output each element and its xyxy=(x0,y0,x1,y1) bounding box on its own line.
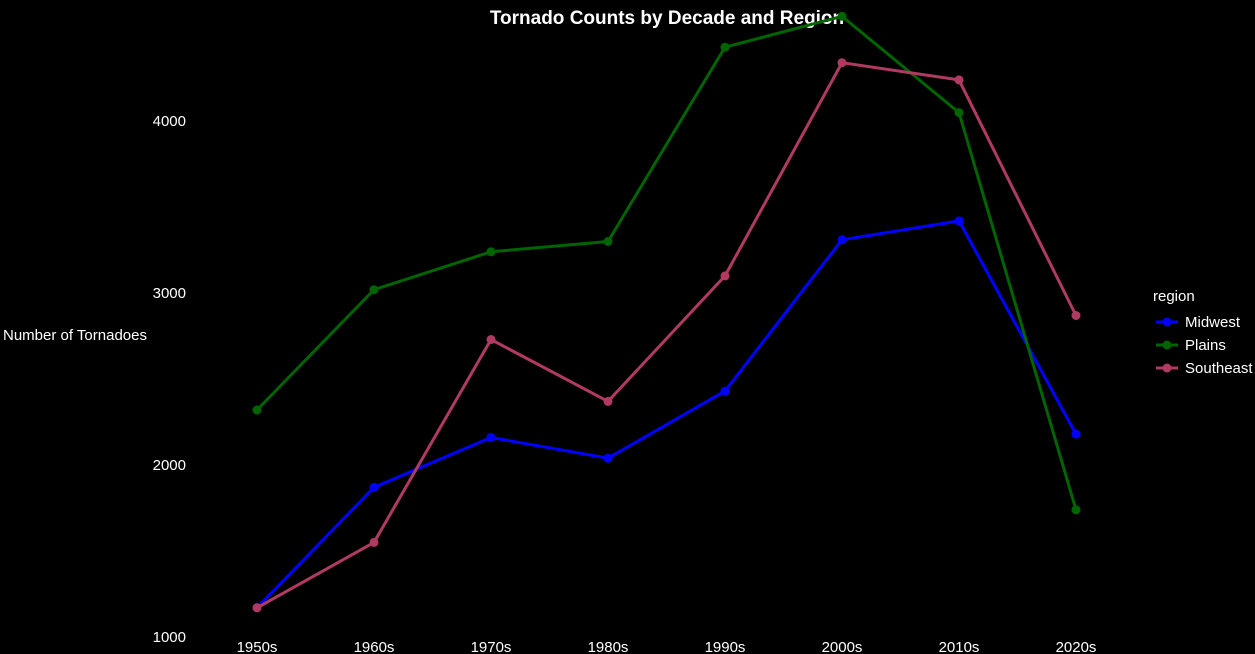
series-southeast xyxy=(252,58,1081,613)
data-point xyxy=(252,405,262,415)
x-tick-label: 1960s xyxy=(354,639,395,654)
data-point xyxy=(837,58,847,68)
data-point xyxy=(954,108,964,118)
data-point xyxy=(1071,505,1081,515)
data-point xyxy=(837,235,847,245)
legend-item-plains: Plains xyxy=(1156,337,1226,354)
data-point xyxy=(369,537,379,547)
data-point xyxy=(954,75,964,85)
data-point xyxy=(369,482,379,492)
series-line-plains xyxy=(255,14,1078,511)
x-tick-label: 2020s xyxy=(1056,639,1097,654)
legend-label: Midwest xyxy=(1185,314,1241,331)
data-point xyxy=(1071,311,1081,320)
data-point xyxy=(720,386,730,396)
chart-title: Tornado Counts by Decade and Region xyxy=(490,8,844,29)
x-tick-label: 1980s xyxy=(588,639,629,654)
data-point xyxy=(720,42,730,52)
x-tick-label: 2010s xyxy=(939,639,980,654)
x-tick-label: 1970s xyxy=(471,639,512,654)
data-point xyxy=(603,396,613,406)
y-axis-ticks: 1000 2000 3000 4000 xyxy=(153,113,186,646)
y-tick-label: 4000 xyxy=(153,113,186,130)
data-point xyxy=(1071,429,1081,439)
legend-label: Plains xyxy=(1185,337,1226,354)
data-point xyxy=(486,433,496,442)
data-point xyxy=(252,603,262,613)
data-point xyxy=(603,237,613,246)
data-point xyxy=(720,271,730,281)
series-line-midwest xyxy=(255,219,1078,609)
legend-item-southeast: Southeast xyxy=(1156,360,1253,377)
x-tick-label: 1990s xyxy=(705,639,746,654)
series-plains xyxy=(252,11,1081,515)
series-midwest xyxy=(252,216,1081,613)
x-axis-ticks: 1950s 1960s 1970s 1980s 1990s 2000s 2010s 2020s xyxy=(237,639,1097,654)
legend-point xyxy=(1162,340,1172,350)
data-point xyxy=(837,11,847,21)
x-tick-label: 1950s xyxy=(237,639,278,654)
legend: region Midwest Plains Southeast xyxy=(1153,288,1253,377)
legend-title: region xyxy=(1153,288,1195,305)
legend-item-midwest: Midwest xyxy=(1156,314,1241,331)
legend-items: Midwest Plains Southeast xyxy=(1156,314,1253,377)
legend-point xyxy=(1162,317,1172,327)
data-point xyxy=(603,453,613,463)
data-point xyxy=(486,335,496,344)
data-point xyxy=(486,247,496,257)
y-axis-label: Number of Tornadoes xyxy=(3,327,147,344)
y-tick-label: 1000 xyxy=(153,629,186,646)
legend-label: Southeast xyxy=(1185,360,1253,377)
y-tick-label: 3000 xyxy=(153,285,186,302)
legend-point xyxy=(1162,363,1172,373)
series-line-southeast xyxy=(256,61,1078,610)
series-layer xyxy=(252,11,1081,613)
y-tick-label: 2000 xyxy=(153,457,186,474)
data-point xyxy=(954,216,964,226)
x-tick-label: 2000s xyxy=(822,639,863,654)
data-point xyxy=(369,285,379,295)
